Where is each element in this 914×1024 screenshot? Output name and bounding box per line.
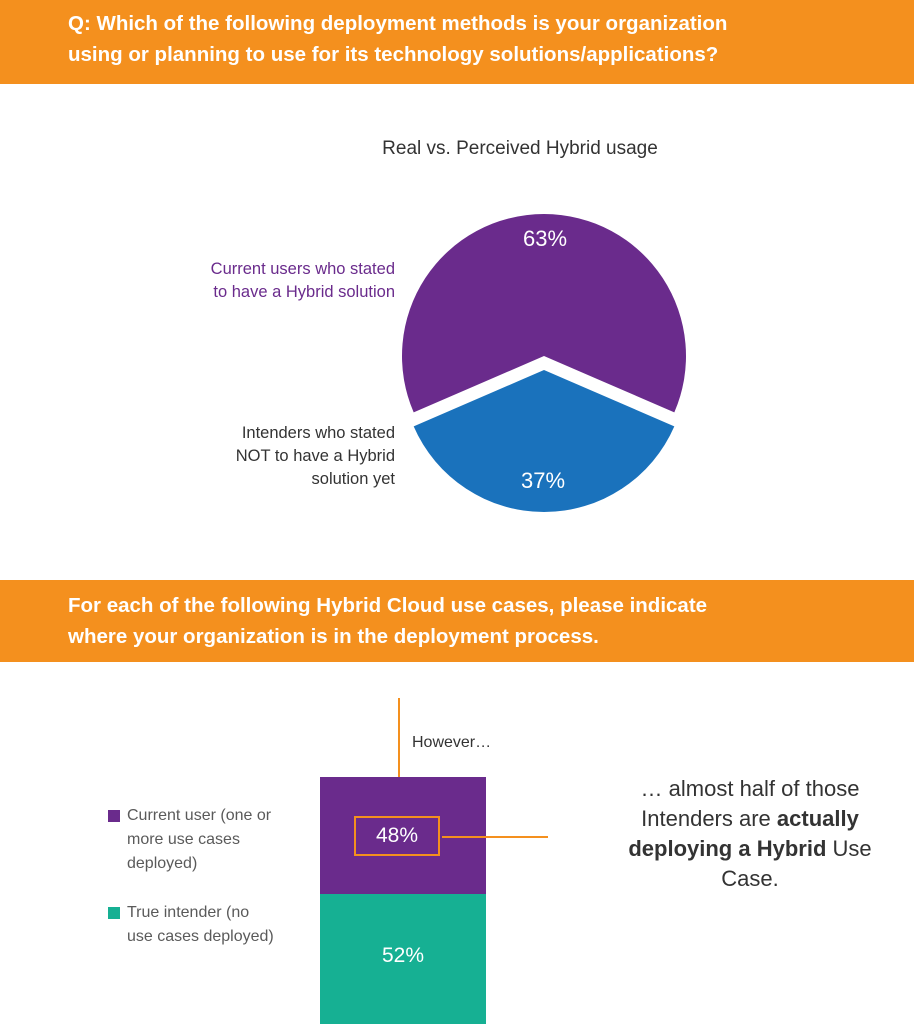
legend-swatch-current-user bbox=[108, 810, 120, 822]
however-annotation: However… bbox=[412, 734, 492, 751]
pie-value-label-intenders: 37% bbox=[520, 468, 566, 493]
annotation-connector-horizontal bbox=[442, 836, 548, 838]
pie-label-line: to have a Hybrid solution bbox=[213, 283, 395, 301]
bar-segment-true-intender bbox=[320, 894, 486, 1024]
legend-text-line: deployed) bbox=[127, 855, 198, 872]
legend-item-true-intender: True intender (no use cases deployed) bbox=[108, 901, 274, 949]
callout-text: … almost half of those Intenders are act… bbox=[600, 774, 900, 894]
legend-swatch-true-intender bbox=[108, 907, 120, 919]
legend-item-current-user: Current user (one or more use cases depl… bbox=[108, 804, 271, 876]
legend-text-line: more use cases bbox=[127, 831, 240, 848]
use-case-banner: For each of the following Hybrid Cloud u… bbox=[0, 580, 914, 662]
question-line-2: using or planning to use for its technol… bbox=[68, 43, 719, 66]
bar-value-label-true-intender: 52% bbox=[381, 944, 425, 967]
legend-text-line: True intender (no bbox=[127, 904, 250, 921]
callout-bold: actually deploying a Hybrid bbox=[628, 806, 859, 861]
pie-label-current-users: Current users who stated to have a Hybri… bbox=[211, 258, 395, 304]
question-banner: Q: Which of the following deployment met… bbox=[0, 0, 914, 84]
pie-label-line: NOT to have a Hybrid bbox=[235, 447, 395, 465]
pie-slice-intenders bbox=[413, 370, 675, 513]
bar-segment-current-user bbox=[320, 777, 486, 894]
pie-value-label-current: 63% bbox=[522, 226, 568, 251]
pie-chart bbox=[402, 214, 686, 513]
annotation-connector-vertical bbox=[398, 698, 400, 816]
legend-text-line: Current user (one or bbox=[127, 807, 272, 824]
callout-part-1: … almost half of those Intenders are bbox=[640, 776, 860, 831]
pie-chart-title: Real vs. Perceived Hybrid usage bbox=[382, 138, 658, 159]
pie-label-line: Intenders who stated bbox=[241, 424, 395, 442]
use-case-line-2: where your organization is in the deploy… bbox=[68, 625, 599, 648]
pie-label-line: solution yet bbox=[311, 470, 395, 488]
pie-label-intenders: Intenders who stated NOT to have a Hybri… bbox=[236, 422, 395, 491]
legend-text-line: use cases deployed) bbox=[127, 928, 274, 945]
question-line-1: Q: Which of the following deployment met… bbox=[68, 12, 728, 35]
pie-slice-current-users bbox=[402, 214, 686, 413]
use-case-line-1: For each of the following Hybrid Cloud u… bbox=[68, 594, 708, 617]
bar-value-label-current-user: 48% bbox=[354, 816, 440, 856]
pie-label-line: Current users who stated bbox=[210, 260, 395, 278]
callout-part-2: Use Case. bbox=[721, 836, 872, 891]
